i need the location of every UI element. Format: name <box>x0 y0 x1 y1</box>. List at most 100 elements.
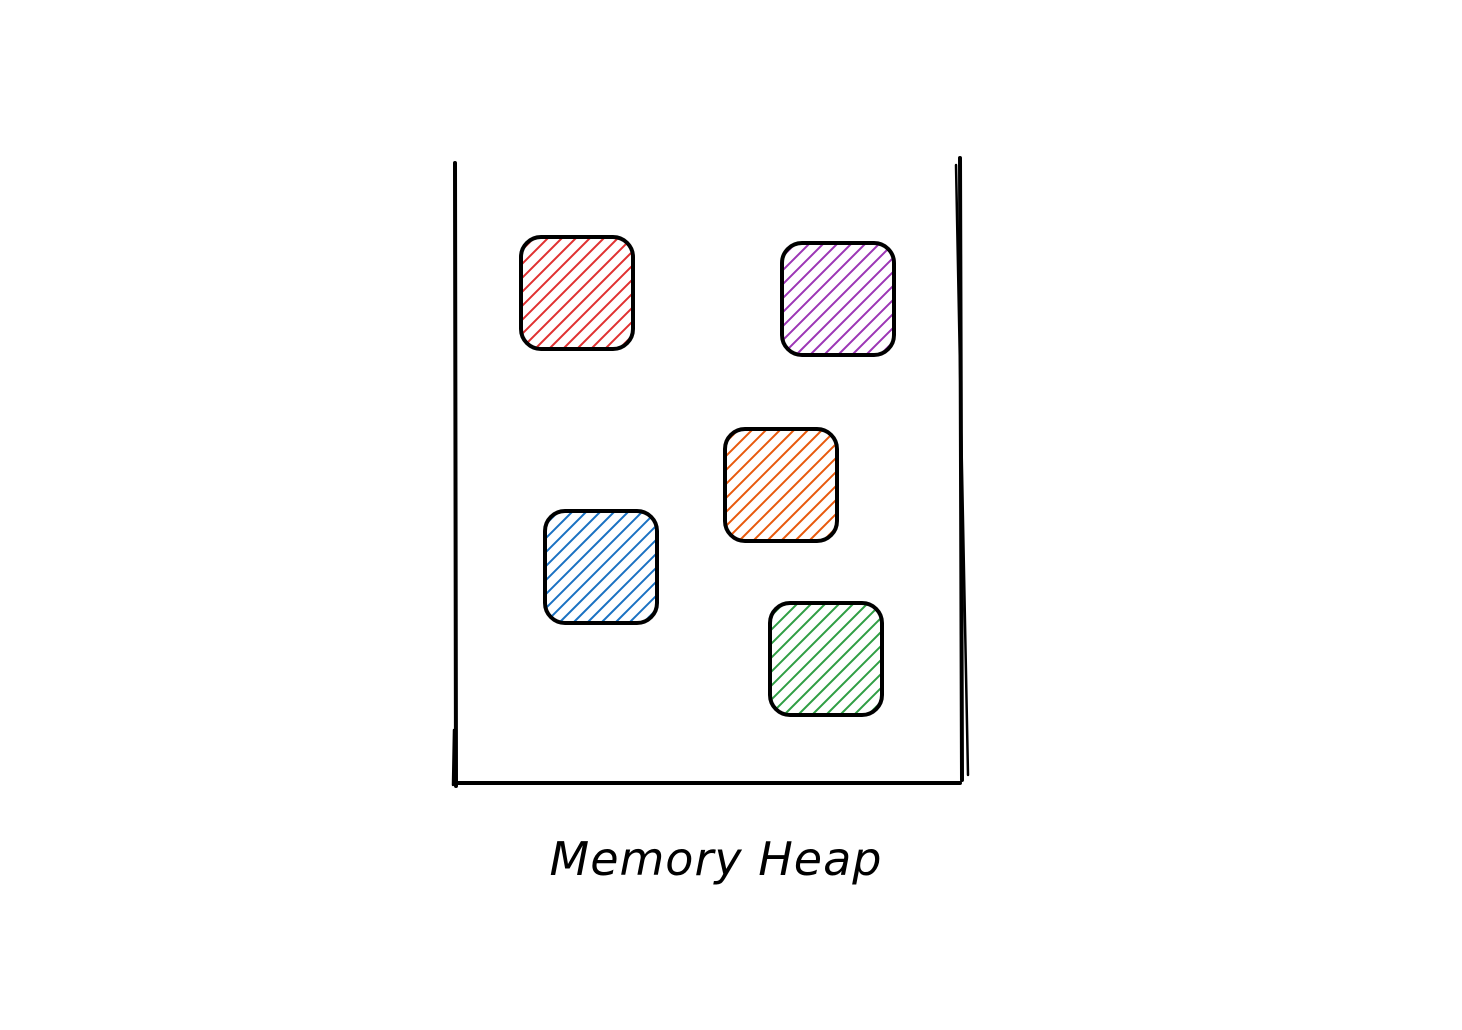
orange-block-hatch-line <box>822 429 837 541</box>
red-block <box>519 235 635 351</box>
blue-block <box>543 509 659 625</box>
purple-block-hatch-line <box>823 243 894 355</box>
blue-block-hatch-line <box>545 511 630 623</box>
purple-block-hatch-line <box>893 243 894 355</box>
orange-block <box>723 427 839 543</box>
red-block-hatch-line <box>521 237 606 349</box>
orange-block-hatch-line <box>725 429 782 541</box>
red-block-hatch-line <box>521 237 620 349</box>
purple-block-hatch-line <box>851 243 894 355</box>
orange-block-hatch-line <box>725 429 768 541</box>
purple-block-hatch-line <box>782 243 825 355</box>
purple-block-hatch-line <box>809 243 894 355</box>
purple-block-hatch-line <box>782 243 867 355</box>
orange-block-hatch-line <box>780 429 837 541</box>
purple-block-outline <box>780 241 896 357</box>
orange-block-hatch-line <box>794 429 837 541</box>
purple-block-hatch <box>782 243 894 355</box>
red-block-hatch-line <box>521 237 592 349</box>
green-block-hatch-line <box>825 603 882 715</box>
memory-heap-label: Memory Heap <box>549 832 883 886</box>
red-block-hatch-line <box>562 237 633 349</box>
purple-block-hatch-line <box>782 243 797 355</box>
purple-block-hatch-line <box>782 243 894 355</box>
blue-block-hatch-line <box>545 511 644 623</box>
purple-block-hatch-line <box>865 243 894 355</box>
green-block-hatch-line <box>853 603 882 715</box>
green-block-hatch-line <box>770 603 882 715</box>
green-block <box>768 601 884 717</box>
heap-left-wall-sketch <box>451 728 456 787</box>
purple-block-hatch-line <box>837 243 894 355</box>
heap-left-wall <box>453 161 458 788</box>
green-block-hatch-line <box>770 603 799 715</box>
green-block-hatch-line <box>770 603 771 715</box>
red-block-hatch-line <box>534 237 633 349</box>
green-block-hatch-line <box>770 603 869 715</box>
green-block-outline <box>768 601 884 717</box>
orange-block-hatch-line <box>725 429 837 541</box>
blue-block-hatch-line <box>545 511 546 623</box>
heap-right-wall-sketch <box>954 163 970 777</box>
green-block-hatch <box>770 603 882 715</box>
heap-container <box>451 156 970 788</box>
blue-block-outline <box>543 509 659 625</box>
red-block-hatch-line <box>548 237 633 349</box>
green-block-hatch-line <box>811 603 882 715</box>
orange-block-hatch-line <box>725 429 754 541</box>
green-block-hatch-line <box>783 603 882 715</box>
green-block-hatch-line <box>770 603 827 715</box>
orange-block-hatch-line <box>808 429 837 541</box>
blue-block-hatch-line <box>545 511 560 623</box>
orange-block-hatch-line <box>725 429 810 541</box>
green-block-hatch-line <box>881 603 882 715</box>
purple-block-hatch-line <box>782 243 853 355</box>
green-block-hatch-line <box>770 603 855 715</box>
blue-block-hatch-line <box>558 511 657 623</box>
blue-block-hatch-line <box>586 511 657 623</box>
orange-block-hatch-line <box>836 429 837 541</box>
orange-block-hatch-line <box>725 429 796 541</box>
orange-block-hatch <box>725 429 837 541</box>
purple-block-hatch-line <box>782 243 783 355</box>
purple-block-hatch-line <box>879 243 894 355</box>
blue-block-hatch-line <box>545 511 616 623</box>
blue-block-hatch-line <box>545 511 657 623</box>
red-block-hatch-line <box>521 237 550 349</box>
purple-block <box>780 241 896 357</box>
blue-block-hatch-line <box>628 511 657 623</box>
orange-block-hatch-line <box>766 429 837 541</box>
red-block-hatch-line <box>632 237 633 349</box>
blue-block-hatch <box>545 511 657 623</box>
red-block-hatch-line <box>521 237 522 349</box>
red-block-outline <box>519 235 635 351</box>
blue-block-hatch-line <box>614 511 657 623</box>
red-block-hatch-line <box>590 237 633 349</box>
purple-block-hatch-line <box>782 243 811 355</box>
green-block-hatch-line <box>770 603 841 715</box>
orange-block-outline <box>723 427 839 543</box>
red-block-hatch-line <box>521 237 536 349</box>
orange-block-hatch-line <box>738 429 837 541</box>
orange-block-hatch-line <box>752 429 837 541</box>
purple-block-hatch-line <box>782 243 839 355</box>
green-block-hatch-line <box>839 603 882 715</box>
red-block-hatch-line <box>521 237 578 349</box>
purple-block-hatch-line <box>782 243 881 355</box>
red-block-hatch <box>521 237 633 349</box>
blue-block-hatch-line <box>545 511 602 623</box>
green-block-hatch-line <box>770 603 785 715</box>
blue-block-hatch-line <box>572 511 657 623</box>
blue-block-hatch-line <box>545 511 588 623</box>
blue-block-hatch-line <box>600 511 657 623</box>
red-block-hatch-line <box>521 237 633 349</box>
blue-block-hatch-line <box>545 511 574 623</box>
red-block-hatch-line <box>618 237 633 349</box>
green-block-hatch-line <box>770 603 813 715</box>
red-block-hatch-line <box>521 237 564 349</box>
purple-block-hatch-line <box>795 243 894 355</box>
green-block-hatch-line <box>797 603 882 715</box>
red-block-hatch-line <box>604 237 633 349</box>
